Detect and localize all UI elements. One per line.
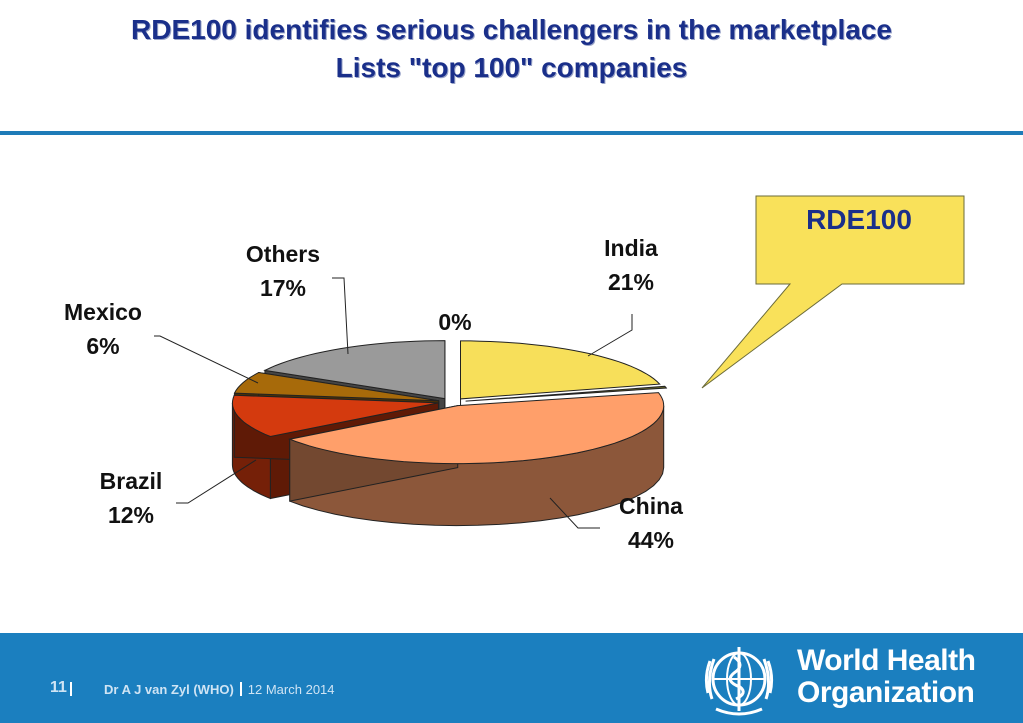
- leader-line: [154, 335, 259, 384]
- pie-chart: India 21% 0% China 44% Brazil 12% Mexico 6% Other…: [64, 195, 965, 553]
- pie-slices: [231, 340, 668, 527]
- leader-line: [332, 277, 349, 355]
- footer-meta: Dr A J van Zyl (WHO) 12 March 2014: [104, 682, 335, 697]
- pie-slice-zero: [465, 385, 668, 402]
- who-emblem-icon: [704, 647, 774, 716]
- slice-label: 0%: [438, 309, 471, 335]
- slice-label: China 44%: [619, 493, 683, 553]
- callout-label: RDE100: [806, 204, 912, 235]
- pie-slice-brazil: [231, 394, 439, 438]
- title-divider: [0, 131, 1023, 135]
- slide-title-line-2: Lists "top 100" companies: [335, 52, 688, 83]
- page-number: 11: [50, 679, 67, 696]
- slice-label: Mexico 6%: [64, 299, 142, 359]
- slice-label: India 21%: [604, 235, 658, 295]
- footer-date: 12 March 2014: [247, 682, 335, 697]
- callout-box: [701, 195, 965, 389]
- who-wordmark: World Health Organization: [797, 644, 976, 709]
- pie-slice-others: [263, 340, 446, 400]
- pie-labels: India 21% 0% China 44% Brazil 12% Mexico 6% Other…: [64, 235, 683, 553]
- leader-line: [176, 459, 257, 504]
- footer-separator: [70, 682, 72, 696]
- footer-separator: [239, 682, 242, 696]
- leader-line: [549, 497, 600, 529]
- slide-title-line-1: RDE100 identifies serious challengers in…: [131, 14, 892, 45]
- leader-line: [587, 314, 633, 357]
- pie-slice-mexico: [233, 371, 439, 402]
- footer-bar: 11 Dr A J van Zyl (WHO) 12 March 2014 Wor…: [0, 633, 1023, 723]
- pie-slice-china: [288, 392, 665, 465]
- slice-label: Brazil 12%: [100, 468, 163, 528]
- pie-slice-india: [460, 340, 661, 400]
- footer-author: Dr A J van Zyl (WHO): [104, 682, 234, 697]
- slice-label: Others 17%: [246, 241, 320, 301]
